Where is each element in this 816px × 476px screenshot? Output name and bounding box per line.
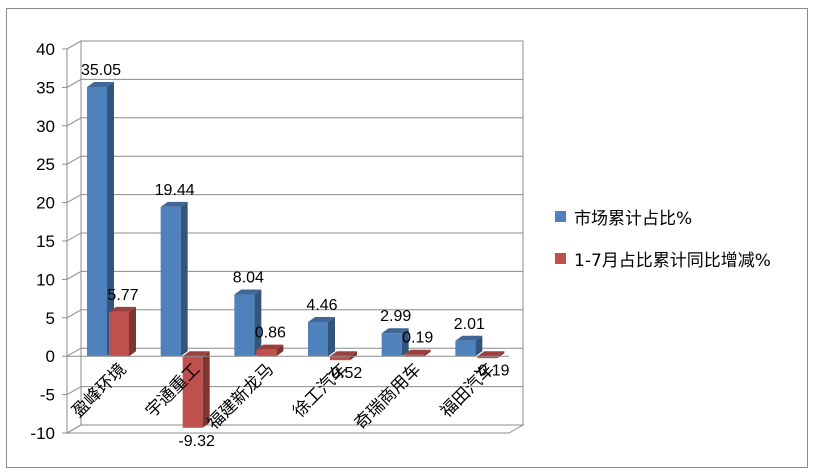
- x-tick-label: 盈峰环境: [68, 360, 130, 422]
- gridline: [66, 270, 523, 280]
- bar-market-share: [381, 333, 402, 357]
- bar-side: [129, 306, 136, 357]
- x-axis: 盈峰环境 宇通重工 福建新龙马 徐工汽车 奇瑞商用车 福田汽车: [67, 355, 509, 434]
- plot-walls: [65, 40, 525, 434]
- bar-yoy-change: [477, 356, 498, 359]
- y-tick-label: 40: [36, 40, 55, 59]
- bar-market-share: [87, 87, 107, 357]
- bar-side: [180, 201, 188, 357]
- gridline: [66, 424, 523, 434]
- y-tick-label: -5: [40, 386, 55, 405]
- bar-side: [350, 351, 357, 361]
- bar-market-share: [234, 294, 255, 357]
- y-tick-label: 35: [36, 78, 55, 97]
- gridlines: [66, 40, 523, 434]
- bar-market-share: [455, 340, 476, 357]
- legend-item-market-share: 市场累计占比%: [555, 205, 771, 229]
- legend-item-yoy-change: 1-7月占比累计同比增减%: [555, 247, 771, 271]
- gridline: [66, 309, 523, 319]
- data-label: 4.46: [306, 297, 337, 314]
- gridline: [66, 40, 523, 50]
- data-label: 2.99: [380, 308, 411, 325]
- data-label: -9.32: [178, 433, 215, 450]
- bar-yoy-change: [256, 349, 277, 357]
- y-tick-label: 30: [36, 117, 55, 136]
- gridline: [66, 194, 523, 204]
- bar-top: [477, 351, 505, 357]
- x-tick-label: 徐工汽车: [289, 360, 351, 422]
- gridline: [66, 155, 523, 165]
- bar-yoy-change: [330, 356, 350, 361]
- bar-side: [328, 316, 335, 357]
- y-tick-label: 15: [36, 232, 55, 251]
- y-tick-label: 25: [36, 155, 55, 174]
- data-label: 35.05: [81, 62, 121, 79]
- data-label: 2.01: [454, 316, 485, 333]
- legend-swatch-blue: [555, 210, 566, 222]
- y-tick-label: 0: [46, 347, 55, 366]
- data-label: 5.77: [107, 287, 138, 304]
- bar-top: [403, 349, 431, 355]
- bar-top: [256, 344, 284, 350]
- bar-top: [182, 351, 210, 357]
- y-tick-label: 5: [46, 309, 55, 328]
- bar-yoy-change: [182, 356, 203, 428]
- legend-label-market-share: 市场累计占比%: [574, 208, 693, 229]
- bar-yoy-change: [109, 311, 129, 357]
- legend-label-yoy-change: 1-7月占比累计同比增减%: [574, 250, 771, 271]
- bar-side: [475, 335, 483, 357]
- bar-top: [308, 316, 335, 322]
- bar-market-share: [308, 321, 328, 357]
- bar-side: [276, 344, 284, 357]
- bar-side: [254, 289, 262, 357]
- data-label: -0.19: [473, 363, 510, 380]
- bar-top: [87, 82, 114, 88]
- bar-top: [109, 306, 136, 312]
- bars: [87, 82, 505, 428]
- data-label: 0.19: [402, 330, 433, 347]
- gridline: [66, 232, 523, 242]
- bar-top: [455, 335, 483, 341]
- bar-side: [401, 328, 409, 357]
- gridline: [66, 78, 523, 88]
- y-axis: -10 -5 0 5 10 15 20 25 30 35 40: [30, 40, 68, 443]
- y-tick-label: 10: [36, 270, 55, 289]
- bar-top: [381, 328, 409, 334]
- y-tick-label: -10: [30, 424, 55, 443]
- legend-swatch-red: [555, 252, 566, 264]
- bar-chart: -10 -5 0 5 10 15 20 25 30 35 40 35.05 5.77 19.44 -9.3…: [30, 40, 525, 450]
- bar-top: [330, 351, 357, 357]
- bar-side: [107, 82, 114, 357]
- data-label: -0.52: [326, 365, 363, 382]
- data-label: 8.04: [233, 269, 264, 286]
- legend: 市场累计占比% 1-7月占比累计同比增减%: [555, 205, 771, 289]
- gridline: [66, 386, 523, 396]
- x-tick-label: 福建新龙马: [204, 360, 278, 434]
- gridline: [66, 347, 523, 357]
- y-tick-label: 20: [36, 194, 55, 213]
- floor: [65, 424, 525, 434]
- bar-side: [202, 351, 210, 428]
- data-label: 19.44: [155, 182, 195, 199]
- bar-side: [423, 349, 431, 357]
- bar-top: [160, 201, 188, 207]
- data-labels: 35.05 5.77 19.44 -9.32 8.04 0.86 4.46 -0.52 2.99…: [81, 62, 510, 450]
- x-tick-label: 福田汽车: [437, 360, 499, 422]
- bar-market-share: [160, 206, 181, 357]
- bar-top: [234, 289, 262, 295]
- chart-frame: -10 -5 0 5 10 15 20 25 30 35 40 35.05 5.77 19.44 -9.3…: [6, 8, 808, 468]
- gridline: [66, 117, 523, 127]
- data-label: 0.86: [255, 325, 286, 342]
